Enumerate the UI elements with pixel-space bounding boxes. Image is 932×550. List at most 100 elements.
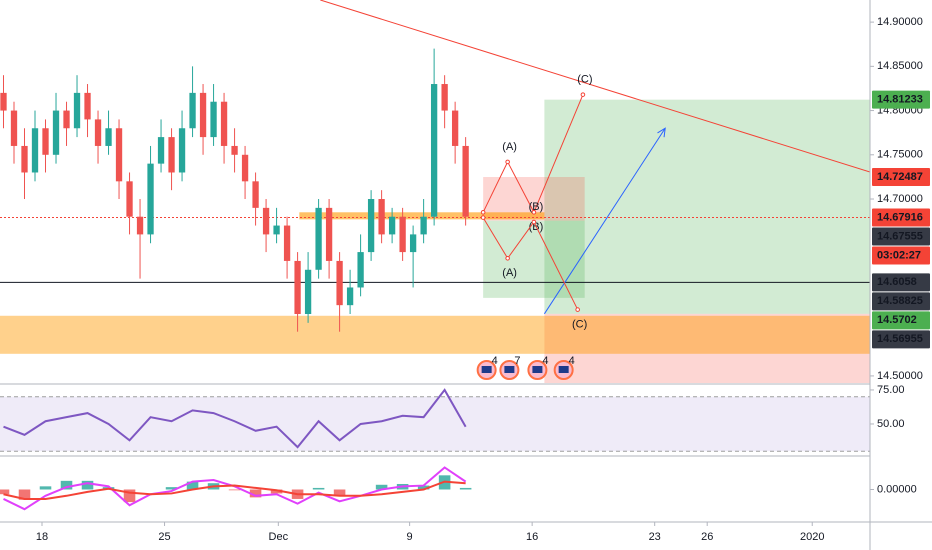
candle-body [31, 128, 39, 173]
candle-body [147, 163, 154, 235]
candle-body [178, 128, 186, 173]
pane [0, 388, 870, 452]
x-tick-label: 9 [407, 531, 413, 543]
candle-body [346, 287, 354, 306]
macd-signal-line [3, 480, 466, 500]
macd-histogram [375, 484, 388, 490]
wave-point [575, 307, 580, 312]
candle-body [231, 145, 238, 155]
wave [482, 217, 579, 310]
pane [0, 466, 472, 511]
x-tick-label: 18 [36, 531, 48, 543]
candle-body [168, 137, 175, 173]
macd-histogram [165, 487, 178, 490]
x-tick-label: 16 [526, 531, 538, 543]
pane: (A)(B)(C)(A)(B)(C) [0, 0, 870, 383]
wave-label: (A) [502, 267, 517, 279]
candle-body [189, 92, 196, 129]
candle-body [21, 145, 28, 173]
candle-body [63, 110, 70, 129]
candle-body [357, 252, 364, 288]
candle-body [136, 216, 144, 235]
zone [299, 212, 545, 220]
price-label-bg [872, 292, 930, 311]
macd-histogram [312, 487, 325, 490]
wave-label: (C) [577, 74, 592, 86]
candle-body [378, 199, 385, 235]
y-tick-label: 14.50000 [877, 370, 923, 382]
zone [0, 315, 870, 354]
event-count: 4 [569, 355, 575, 367]
price-label: 14.56955 [877, 333, 923, 345]
y-tick-label: 14.75000 [877, 149, 923, 161]
price-label-bg [872, 311, 930, 330]
candle-body [336, 260, 343, 306]
candle-body [325, 207, 333, 261]
trend-line [320, 0, 870, 173]
candle-body [210, 101, 217, 138]
macd-histogram [81, 480, 94, 490]
y-tick-label: 0.00000 [877, 483, 917, 495]
candle-body [199, 92, 207, 138]
wave-label: (C) [572, 318, 587, 330]
position-target [483, 220, 585, 298]
y-tick-label: 14.85000 [877, 60, 923, 72]
macd-histogram [228, 489, 241, 491]
candle-body [52, 110, 60, 155]
y-tick-label: 14.70000 [877, 193, 923, 205]
price-label: 03:02:27 [877, 249, 921, 261]
wave-point [531, 209, 537, 215]
candle-body [105, 128, 112, 146]
macd-histogram [0, 489, 10, 495]
x-tick-label: 23 [649, 531, 661, 543]
price-label-bg [872, 273, 930, 292]
candle-body [430, 84, 438, 217]
price-label-bg [872, 246, 930, 265]
candle-body [241, 154, 249, 182]
price-label-bg [872, 227, 930, 246]
event-count: 4 [542, 355, 548, 367]
candle-body [220, 101, 228, 146]
candle-body [10, 110, 18, 146]
price-label-bg [872, 90, 930, 109]
candle-body [283, 225, 291, 261]
price-label: 14.6058 [877, 276, 917, 288]
price-label: 14.72487 [877, 171, 923, 183]
macd-histogram [270, 489, 283, 494]
macd-histogram [417, 485, 430, 490]
wave-point [505, 159, 510, 165]
position-stop [544, 313, 870, 383]
candle-body [73, 92, 81, 129]
macd-histogram [333, 489, 346, 496]
wave-point [531, 219, 537, 225]
price-label: 14.67555 [877, 230, 923, 242]
candle-body [42, 128, 49, 155]
candle-body [409, 234, 417, 253]
price-label: 14.5702 [877, 314, 917, 326]
macd-histogram [60, 480, 73, 490]
event-flag [558, 366, 569, 373]
macd-histogram [249, 489, 262, 498]
candle-body [388, 216, 396, 235]
price-label-bg [872, 330, 930, 349]
candle-body [462, 145, 469, 217]
wave-label: (A) [502, 141, 517, 153]
candle-body [315, 207, 322, 270]
price-label: 14.67916 [877, 211, 923, 223]
candle-body [84, 92, 91, 120]
wave-point [480, 209, 486, 215]
wave-point [480, 215, 486, 220]
arrow-head [657, 127, 666, 138]
macd-histogram [18, 489, 31, 500]
macd-histogram [186, 481, 199, 490]
y-tick-label: 14.90000 [877, 16, 923, 28]
x-tick-label: Dec [269, 531, 289, 543]
candle-body [294, 260, 301, 315]
position-target [544, 99, 870, 314]
macd-histogram [123, 489, 136, 503]
candle-body [252, 181, 259, 208]
event-flag [504, 366, 515, 373]
wave [482, 94, 584, 214]
candle-body [94, 119, 102, 146]
